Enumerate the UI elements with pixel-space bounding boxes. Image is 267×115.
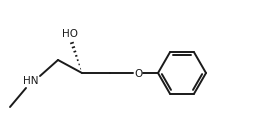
Text: HO: HO bbox=[62, 29, 78, 39]
Text: HN: HN bbox=[23, 75, 39, 85]
Text: O: O bbox=[134, 68, 142, 78]
